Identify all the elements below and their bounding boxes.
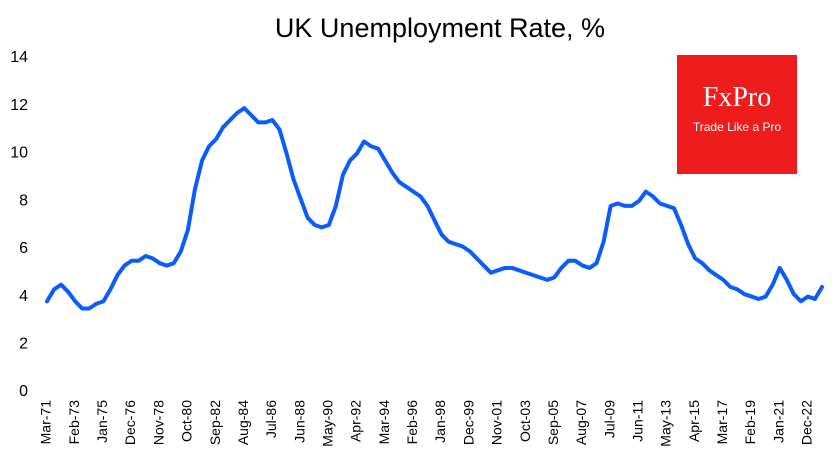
x-tick-label: Jul-09 [601, 400, 617, 438]
x-tick-label: Sep-82 [207, 400, 223, 445]
x-tick-label: Sep-05 [545, 400, 561, 445]
x-tick-label: May-90 [320, 400, 336, 447]
x-tick-label: Jun-11 [630, 400, 646, 442]
x-tick-label: Dec-22 [799, 400, 815, 445]
x-tick-label: Dec-76 [122, 400, 138, 445]
logo-box [677, 55, 797, 174]
y-tick-label: 4 [19, 288, 28, 305]
x-tick-label: Mar-94 [376, 400, 392, 445]
x-tick-label: Mar-71 [38, 400, 54, 445]
x-tick-label: Dec-99 [460, 400, 476, 445]
y-tick-label: 8 [19, 192, 28, 209]
x-tick-label: May-13 [658, 400, 674, 447]
logo-text: FxPro [703, 82, 771, 113]
y-tick-label: 2 [19, 336, 28, 353]
y-tick-label: 10 [10, 145, 28, 162]
y-tick-label: 12 [10, 97, 28, 114]
x-tick-label: Aug-07 [573, 400, 589, 445]
x-tick-label: Oct-03 [517, 400, 533, 442]
x-tick-label: Jan-98 [432, 400, 448, 443]
x-tick-label: Mar-17 [714, 400, 730, 445]
chart-title: UK Unemployment Rate, % [275, 13, 605, 43]
y-tick-label: 6 [19, 240, 28, 257]
x-tick-label: Aug-84 [235, 400, 251, 445]
x-tick-label: Jan-21 [770, 400, 786, 443]
x-tick-label: Oct-80 [179, 400, 195, 442]
x-tick-label: Apr-92 [348, 400, 364, 442]
x-tick-label: Feb-96 [404, 400, 420, 445]
x-tick-label: Feb-19 [742, 400, 758, 445]
x-tick-label: Nov-01 [489, 400, 505, 445]
x-tick-label: Apr-15 [686, 400, 702, 442]
x-tick-label: Nov-78 [150, 400, 166, 445]
y-tick-label: 14 [10, 49, 28, 66]
data-line [45, 106, 824, 311]
x-tick-label: Jan-75 [94, 400, 110, 443]
x-tick-label: Jun-88 [291, 400, 307, 443]
y-tick-label: 0 [19, 383, 28, 400]
x-tick-label: Jul-86 [263, 400, 279, 438]
logo-tagline: Trade Like a Pro [693, 120, 782, 134]
x-tick-label: Feb-73 [66, 400, 82, 445]
